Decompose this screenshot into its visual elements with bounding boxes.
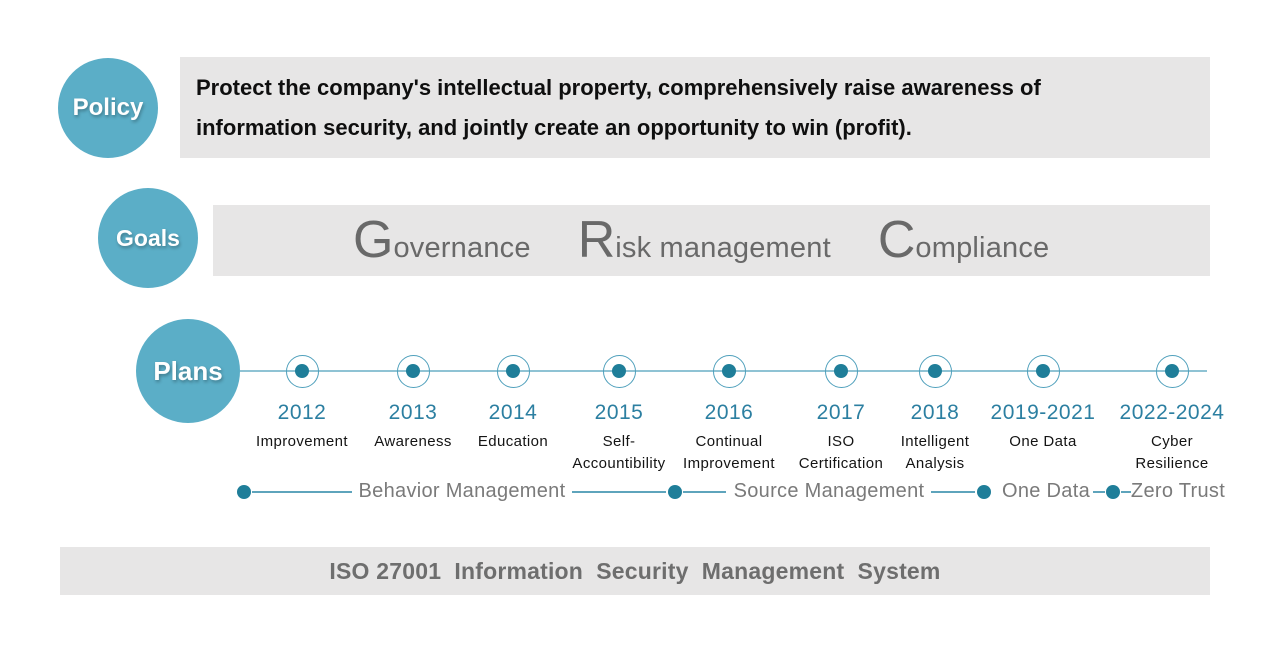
milestone-2013: 2013 Awareness — [333, 401, 493, 453]
goals-circle: Goals — [98, 188, 198, 288]
goal-risk-rest: isk management — [615, 232, 831, 264]
subtrack-line — [931, 491, 975, 493]
timeline-node-dot — [406, 364, 420, 378]
goal-compliance-rest: ompliance — [915, 232, 1050, 264]
milestone-2022-2024: 2022-2024 Cyber Resilience — [1092, 401, 1252, 475]
timeline-node — [1026, 354, 1060, 388]
subtrack-label: One Data — [1001, 480, 1090, 502]
subtrack-line — [1093, 491, 1105, 493]
milestone-label: Improvement — [256, 433, 348, 450]
milestone-year: 2016 — [704, 401, 754, 424]
milestone-label: Intelligent Analysis — [900, 433, 970, 472]
milestone-year: 2022-2024 — [1119, 401, 1225, 424]
timeline-node-dot — [928, 364, 942, 378]
goal-compliance: Compliance — [878, 205, 1050, 288]
milestone-year: 2015 — [594, 401, 644, 424]
subtrack-dot — [668, 485, 682, 499]
milestone-year: 2019-2021 — [990, 401, 1096, 424]
goals-circle-label: Goals — [116, 224, 180, 251]
milestone-2014: 2014 Education — [433, 401, 593, 453]
subtrack-line — [572, 491, 666, 493]
subtrack-dot — [237, 485, 251, 499]
subtrack-dot — [977, 485, 991, 499]
milestone-label: Continual Improvement — [683, 433, 775, 472]
subtrack-line — [1121, 491, 1131, 493]
milestone-2016: 2016 Continual Improvement — [649, 401, 809, 475]
milestone-year: 2012 — [277, 401, 327, 424]
timeline-node — [824, 354, 858, 388]
iso-footer-text: ISO 27001 Information Security Managemen… — [329, 557, 941, 584]
timeline-node — [1155, 354, 1189, 388]
timeline-node — [396, 354, 430, 388]
milestone-2012: 2012 Improvement — [222, 401, 382, 453]
milestone-2018: 2018 Intelligent Analysis — [855, 401, 1015, 475]
milestone-year: 2017 — [816, 401, 866, 424]
subtrack-dot — [1106, 485, 1120, 499]
milestone-year: 2018 — [910, 401, 960, 424]
timeline-node — [602, 354, 636, 388]
subtrack-label: Behavior Management — [358, 480, 566, 502]
goal-risk-initial: R — [577, 211, 616, 269]
timeline-node-dot — [722, 364, 736, 378]
timeline-node — [918, 354, 952, 388]
subtrack-label: Zero Trust — [1130, 480, 1226, 502]
milestone-label: Awareness — [374, 433, 452, 450]
milestone-label: One Data — [1009, 433, 1077, 450]
goals-bar: Governance Risk management Compliance — [213, 205, 1210, 276]
timeline-node-dot — [1165, 364, 1179, 378]
milestone-label: Education — [477, 433, 549, 450]
iso-footer-bar: ISO 27001 Information Security Managemen… — [60, 547, 1210, 595]
timeline-node-dot — [834, 364, 848, 378]
goal-compliance-initial: C — [877, 211, 916, 269]
plans-circle: Plans — [136, 319, 240, 423]
timeline-node — [712, 354, 746, 388]
subtrack-line — [252, 491, 352, 493]
goal-governance-rest: overnance — [393, 232, 531, 264]
timeline-node-dot — [1036, 364, 1050, 378]
goal-governance: Governance — [353, 205, 531, 288]
milestone-2017: 2017 ISO Certification — [761, 401, 921, 475]
plans-circle-label: Plans — [153, 355, 223, 386]
goal-risk-management: Risk management — [578, 205, 831, 288]
milestone-2015: 2015 Self- Accountibility — [539, 401, 699, 475]
policy-circle-label: Policy — [72, 94, 144, 121]
goal-governance-initial: G — [353, 211, 394, 269]
timeline-node-dot — [612, 364, 626, 378]
timeline-node-dot — [506, 364, 520, 378]
policy-statement-line-1: Protect the company's intellectual prope… — [196, 74, 1041, 100]
policy-circle: Policy — [58, 58, 158, 158]
milestone-year: 2013 — [388, 401, 438, 424]
milestone-label: Cyber Resilience — [1135, 433, 1209, 472]
milestone-year: 2014 — [488, 401, 538, 424]
subtrack-label: Source Management — [733, 480, 925, 502]
milestone-2019-2021: 2019-2021 One Data — [963, 401, 1123, 453]
policy-statement-bar: Protect the company's intellectual prope… — [180, 57, 1210, 158]
milestone-label: Self- Accountibility — [572, 433, 666, 472]
subtrack-line — [683, 491, 726, 493]
policy-statement-line-2: information security, and jointly create… — [196, 114, 912, 140]
milestone-label: ISO Certification — [798, 433, 884, 472]
timeline-node — [496, 354, 530, 388]
timeline-node-dot — [295, 364, 309, 378]
timeline-node — [285, 354, 319, 388]
